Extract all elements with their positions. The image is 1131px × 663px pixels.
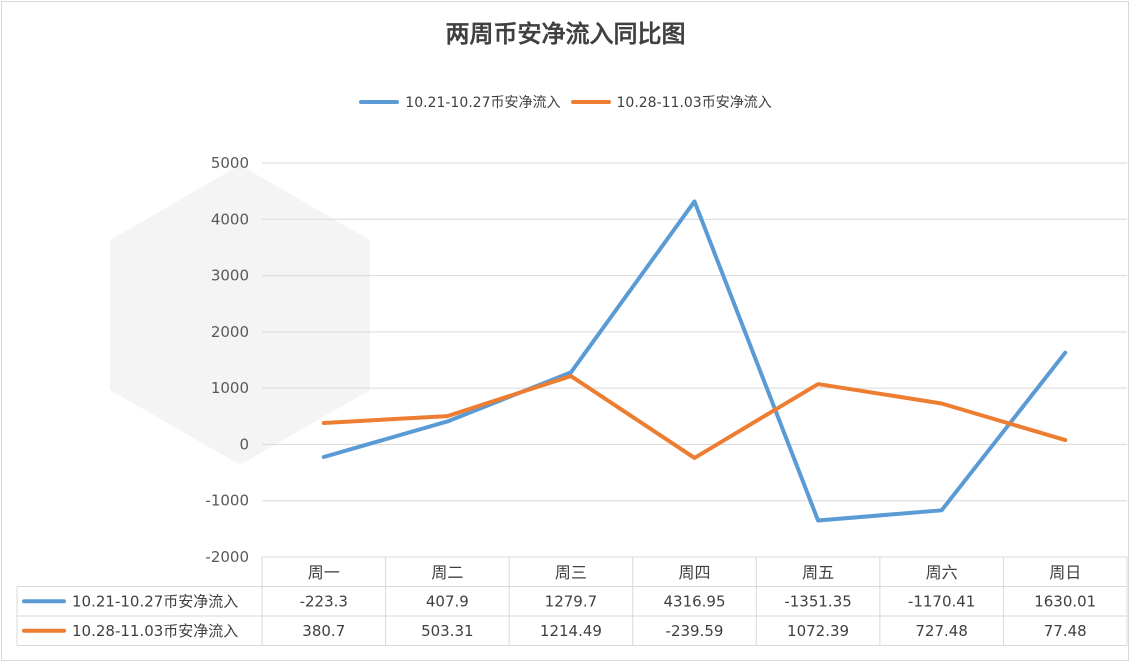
- table-cell-value: 727.48: [915, 622, 968, 640]
- y-tick-label: 5000: [211, 154, 249, 172]
- table-cell-value: 1630.01: [1034, 592, 1096, 610]
- y-tick-label: 3000: [211, 267, 249, 285]
- table-cell-value: 77.48: [1044, 622, 1087, 640]
- y-tick-label: 1000: [211, 379, 249, 397]
- table-cell-value: 503.31: [421, 622, 474, 640]
- table-cell-value: 1279.7: [545, 592, 598, 610]
- legend-item-series-1: 10.21-10.27币安净流入: [359, 92, 561, 112]
- category-label: 周五: [802, 563, 834, 582]
- legend-swatch-series-1: [359, 100, 400, 104]
- legend: 10.21-10.27币安净流入 10.28-11.03币安净流入: [0, 92, 1131, 112]
- legend-swatch-series-2: [570, 100, 611, 104]
- table-cell-value: -1170.41: [908, 592, 975, 610]
- watermark-hexagon: [110, 165, 370, 465]
- y-tick-label: -2000: [205, 548, 249, 566]
- y-tick-label: 2000: [211, 323, 249, 341]
- y-tick-label: 0: [239, 435, 249, 453]
- table-cell-value: 1214.49: [540, 622, 602, 640]
- table-cell-value: -1351.35: [784, 592, 851, 610]
- category-label: 周一: [308, 563, 340, 582]
- series-line-1: [321, 199, 1068, 523]
- table-cell-value: -239.59: [666, 622, 724, 640]
- category-label: 周四: [678, 563, 710, 582]
- legend-label-series-2: 10.28-11.03币安净流入: [616, 95, 772, 111]
- legend-item-series-2: 10.28-11.03币安净流入: [570, 92, 772, 112]
- table-series-name: 10.28-11.03币安净流入: [72, 622, 238, 640]
- table-cell-value: 380.7: [302, 622, 345, 640]
- category-label: 周六: [926, 563, 958, 582]
- category-label: 周二: [431, 563, 463, 582]
- category-label: 周日: [1049, 563, 1081, 582]
- y-tick-label: -1000: [205, 492, 249, 510]
- table-cell-value: 1072.39: [787, 622, 849, 640]
- table-cell-value: -223.3: [300, 592, 348, 610]
- category-label: 周三: [555, 563, 587, 582]
- watermark-logo: [110, 165, 370, 465]
- chart-title: 两周币安净流入同比图: [445, 19, 686, 48]
- legend-label-series-1: 10.21-10.27币安净流入: [405, 95, 561, 111]
- y-tick-label: 4000: [211, 210, 249, 228]
- table-series-name: 10.21-10.27币安净流入: [72, 592, 238, 610]
- table-cell-value: 4316.95: [663, 592, 725, 610]
- table-cell-value: 407.9: [426, 592, 469, 610]
